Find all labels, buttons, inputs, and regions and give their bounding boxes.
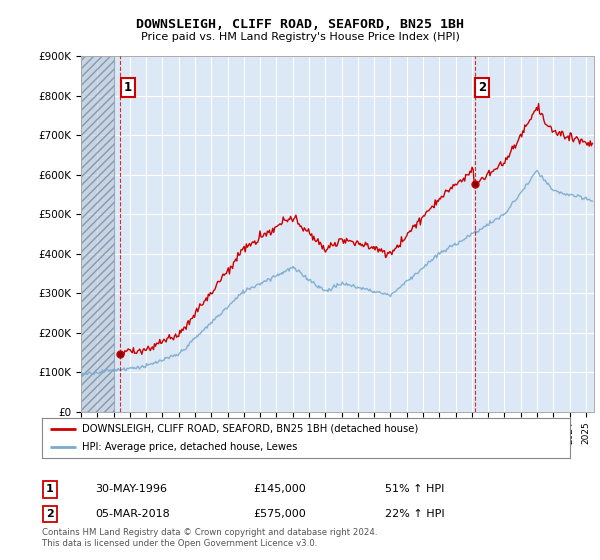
Text: 2: 2: [46, 509, 54, 519]
Text: 22% ↑ HPI: 22% ↑ HPI: [385, 509, 445, 519]
Text: DOWNSLEIGH, CLIFF ROAD, SEAFORD, BN25 1BH: DOWNSLEIGH, CLIFF ROAD, SEAFORD, BN25 1B…: [136, 18, 464, 31]
Text: 30-MAY-1996: 30-MAY-1996: [95, 484, 167, 494]
Text: Price paid vs. HM Land Registry's House Price Index (HPI): Price paid vs. HM Land Registry's House …: [140, 32, 460, 43]
Text: 1: 1: [46, 484, 54, 494]
Text: 2: 2: [478, 81, 486, 94]
Text: 05-MAR-2018: 05-MAR-2018: [95, 509, 170, 519]
Text: 1: 1: [124, 81, 131, 94]
Text: Contains HM Land Registry data © Crown copyright and database right 2024.
This d: Contains HM Land Registry data © Crown c…: [42, 528, 377, 548]
Text: HPI: Average price, detached house, Lewes: HPI: Average price, detached house, Lewe…: [82, 442, 297, 452]
Bar: [81, 56, 113, 412]
Text: £575,000: £575,000: [253, 509, 306, 519]
Text: DOWNSLEIGH, CLIFF ROAD, SEAFORD, BN25 1BH (detached house): DOWNSLEIGH, CLIFF ROAD, SEAFORD, BN25 1B…: [82, 424, 418, 433]
Text: £145,000: £145,000: [253, 484, 306, 494]
Text: 51% ↑ HPI: 51% ↑ HPI: [385, 484, 445, 494]
Bar: [81, 56, 113, 412]
